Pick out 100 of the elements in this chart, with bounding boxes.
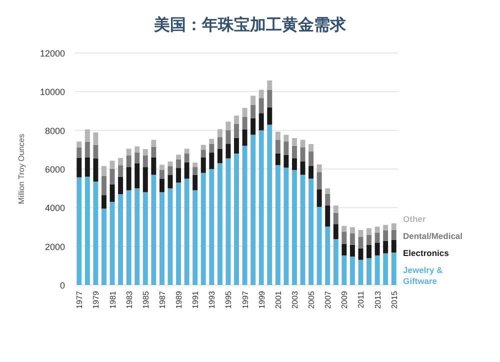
bar [200,157,206,173]
bar [184,154,190,162]
bar [110,169,115,184]
bar [250,96,256,105]
x-tick-label: 2013 [373,290,382,309]
bar [134,152,140,164]
bar [308,144,314,152]
bar [358,248,364,260]
bar [184,178,190,285]
bar [217,137,222,149]
bar [102,176,106,196]
bar [226,122,231,130]
bar [134,163,140,188]
bar [200,172,206,285]
bar [93,144,98,158]
bar [217,148,222,164]
bar [76,147,82,158]
y-tick-label: 8000 [44,126,65,136]
bar [308,178,314,285]
bar [159,170,164,179]
bar [325,226,330,285]
bar [292,170,297,285]
bar [159,164,164,170]
x-tick-label: 2007 [324,290,333,309]
x-tick-label: 2011 [356,290,366,308]
bar [366,244,372,258]
bar [358,260,364,285]
bar [151,140,156,147]
bar [383,230,388,241]
bar [84,157,90,177]
bar [350,227,355,234]
bar [192,190,198,285]
bar [358,230,364,237]
bar [142,155,148,168]
bar [234,154,239,285]
bar [151,146,156,158]
bar [342,244,347,256]
series-label: Other [403,214,426,224]
bar [200,150,206,158]
bar [391,240,396,253]
bar [316,189,322,207]
y-tick-label: 10000 [40,87,65,98]
bar [358,236,364,248]
bar [333,239,338,285]
bar [258,98,264,114]
bar [93,158,98,182]
bar [275,153,280,166]
bar [342,226,347,232]
bar [267,90,272,108]
bar [142,167,148,192]
bar [342,255,347,285]
x-tick-label: 1983 [124,290,134,309]
x-tick-label: 1981 [108,290,118,309]
bar [391,230,396,240]
bar [383,240,388,254]
bar [234,116,239,124]
series-label: Jewelry & Giftware [403,265,443,286]
bar [76,158,82,178]
bar [209,169,214,285]
bar [316,172,322,190]
bar [275,140,280,154]
bar [242,116,248,130]
y-tick-label: 4000 [44,203,65,214]
bar [209,152,214,169]
bar [110,202,115,285]
bar [300,161,306,175]
x-tick-label: 1977 [75,290,84,309]
bar [284,134,289,142]
bar [374,226,380,233]
bar [284,154,289,168]
bar [84,176,90,285]
y-tick-label: 2000 [44,242,65,252]
bar [192,167,198,175]
bar [226,158,231,285]
x-tick-label: 1993 [208,290,217,309]
bar [242,129,248,146]
y-tick-label: 6000 [44,164,65,174]
bar [93,132,98,145]
x-tick-label: 1995 [224,290,234,309]
bar [308,151,314,166]
bar [366,228,372,235]
bar [118,165,124,177]
y-axis-title: Million Troy Ounces [17,134,26,204]
bar [176,182,182,285]
bar [159,192,164,285]
x-tick-label: 1987 [158,290,167,309]
bar [102,195,106,209]
bar [126,148,132,156]
bar [383,224,388,230]
bar [258,130,264,285]
x-tick-label: 1989 [174,290,184,309]
bar [325,188,330,194]
bar [168,188,173,285]
bar [93,182,98,285]
x-tick-label: 2005 [307,290,316,309]
bar [142,192,148,285]
bar [234,138,239,154]
bar [284,168,289,285]
bar [292,158,297,170]
bar [176,154,182,160]
